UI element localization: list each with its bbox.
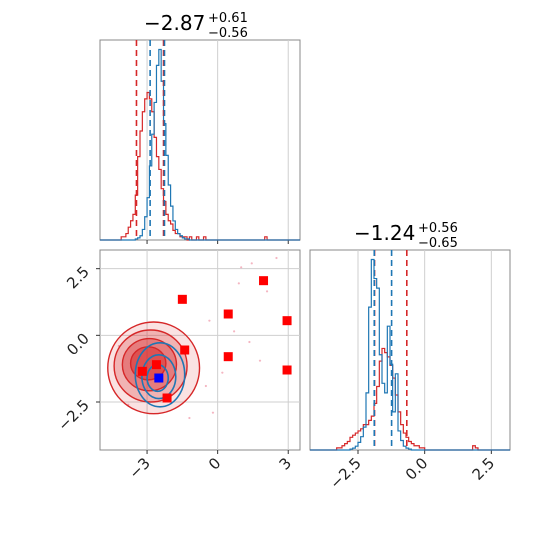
joint-scatter-point: [204, 384, 207, 388]
title2-plus: +0.56: [418, 221, 458, 236]
joint-scatter-point: [211, 411, 215, 414]
title1-plus: +0.61: [208, 11, 248, 26]
joint-xtick-label: 0: [205, 454, 224, 473]
joint-scatter-point: [233, 330, 236, 333]
hist1-red-series: [100, 91, 300, 241]
title2-main: −1.24: [354, 221, 415, 245]
hist1-blue-series: [100, 48, 300, 241]
joint-red-marker: [177, 294, 187, 304]
joint-red-marker: [259, 276, 269, 286]
title2-minus: −0.65: [418, 236, 458, 251]
joint-xtick-label: 3: [276, 454, 295, 473]
joint-panel: −3 0 3 −2.5 0.0 2.5: [54, 249, 301, 482]
joint-scatter-point: [250, 262, 253, 265]
hist2-xtick-label: 2.5: [469, 454, 499, 484]
joint-blue-contour: [134, 341, 186, 408]
title-param2: −1.24 +0.56 −0.65: [354, 221, 458, 251]
hist2-blue-series: [310, 258, 510, 451]
hist2-xtick-label: 0.0: [402, 454, 432, 484]
hist2-xtick-label: −2.5: [326, 454, 364, 492]
joint-scatter-point: [237, 282, 240, 285]
hist-panel-param2: −2.5 0.0 2.5: [309, 249, 511, 493]
title1-main: −2.87: [144, 11, 205, 35]
title-param1: −2.87 +0.61 −0.56: [144, 11, 248, 41]
joint-red-marker: [151, 360, 161, 370]
joint-scatter-point: [221, 371, 224, 374]
joint-ytick-label: −2.5: [54, 396, 92, 434]
joint-red-marker: [162, 393, 172, 403]
joint-blue-marker: [154, 373, 164, 383]
title1-minus: −0.56: [208, 26, 248, 41]
hist1-frame: [99, 39, 301, 241]
joint-red-marker: [223, 309, 233, 319]
joint-xtick-label: −3: [126, 454, 154, 482]
joint-red-marker: [282, 316, 292, 326]
joint-ytick-label: 0.0: [63, 329, 93, 359]
joint-scatter-point: [248, 340, 251, 344]
joint-scatter-point: [258, 359, 262, 362]
joint-scatter-point: [208, 319, 211, 322]
joint-red-marker: [180, 345, 190, 355]
hist-panel-param1: [99, 39, 301, 244]
hist2-red-series: [310, 347, 510, 451]
joint-frame: [99, 249, 301, 451]
joint-scatter-point: [188, 416, 191, 420]
hist2-frame: [309, 249, 511, 451]
joint-red-marker: [282, 365, 292, 375]
joint-ytick-label: 2.5: [63, 263, 93, 293]
joint-scatter-point: [240, 266, 243, 269]
joint-scatter-point: [265, 290, 269, 293]
joint-red-marker: [137, 366, 147, 376]
joint-scatter-point: [275, 256, 278, 260]
joint-red-marker: [223, 352, 233, 362]
joint-blue-contour: [141, 353, 177, 400]
